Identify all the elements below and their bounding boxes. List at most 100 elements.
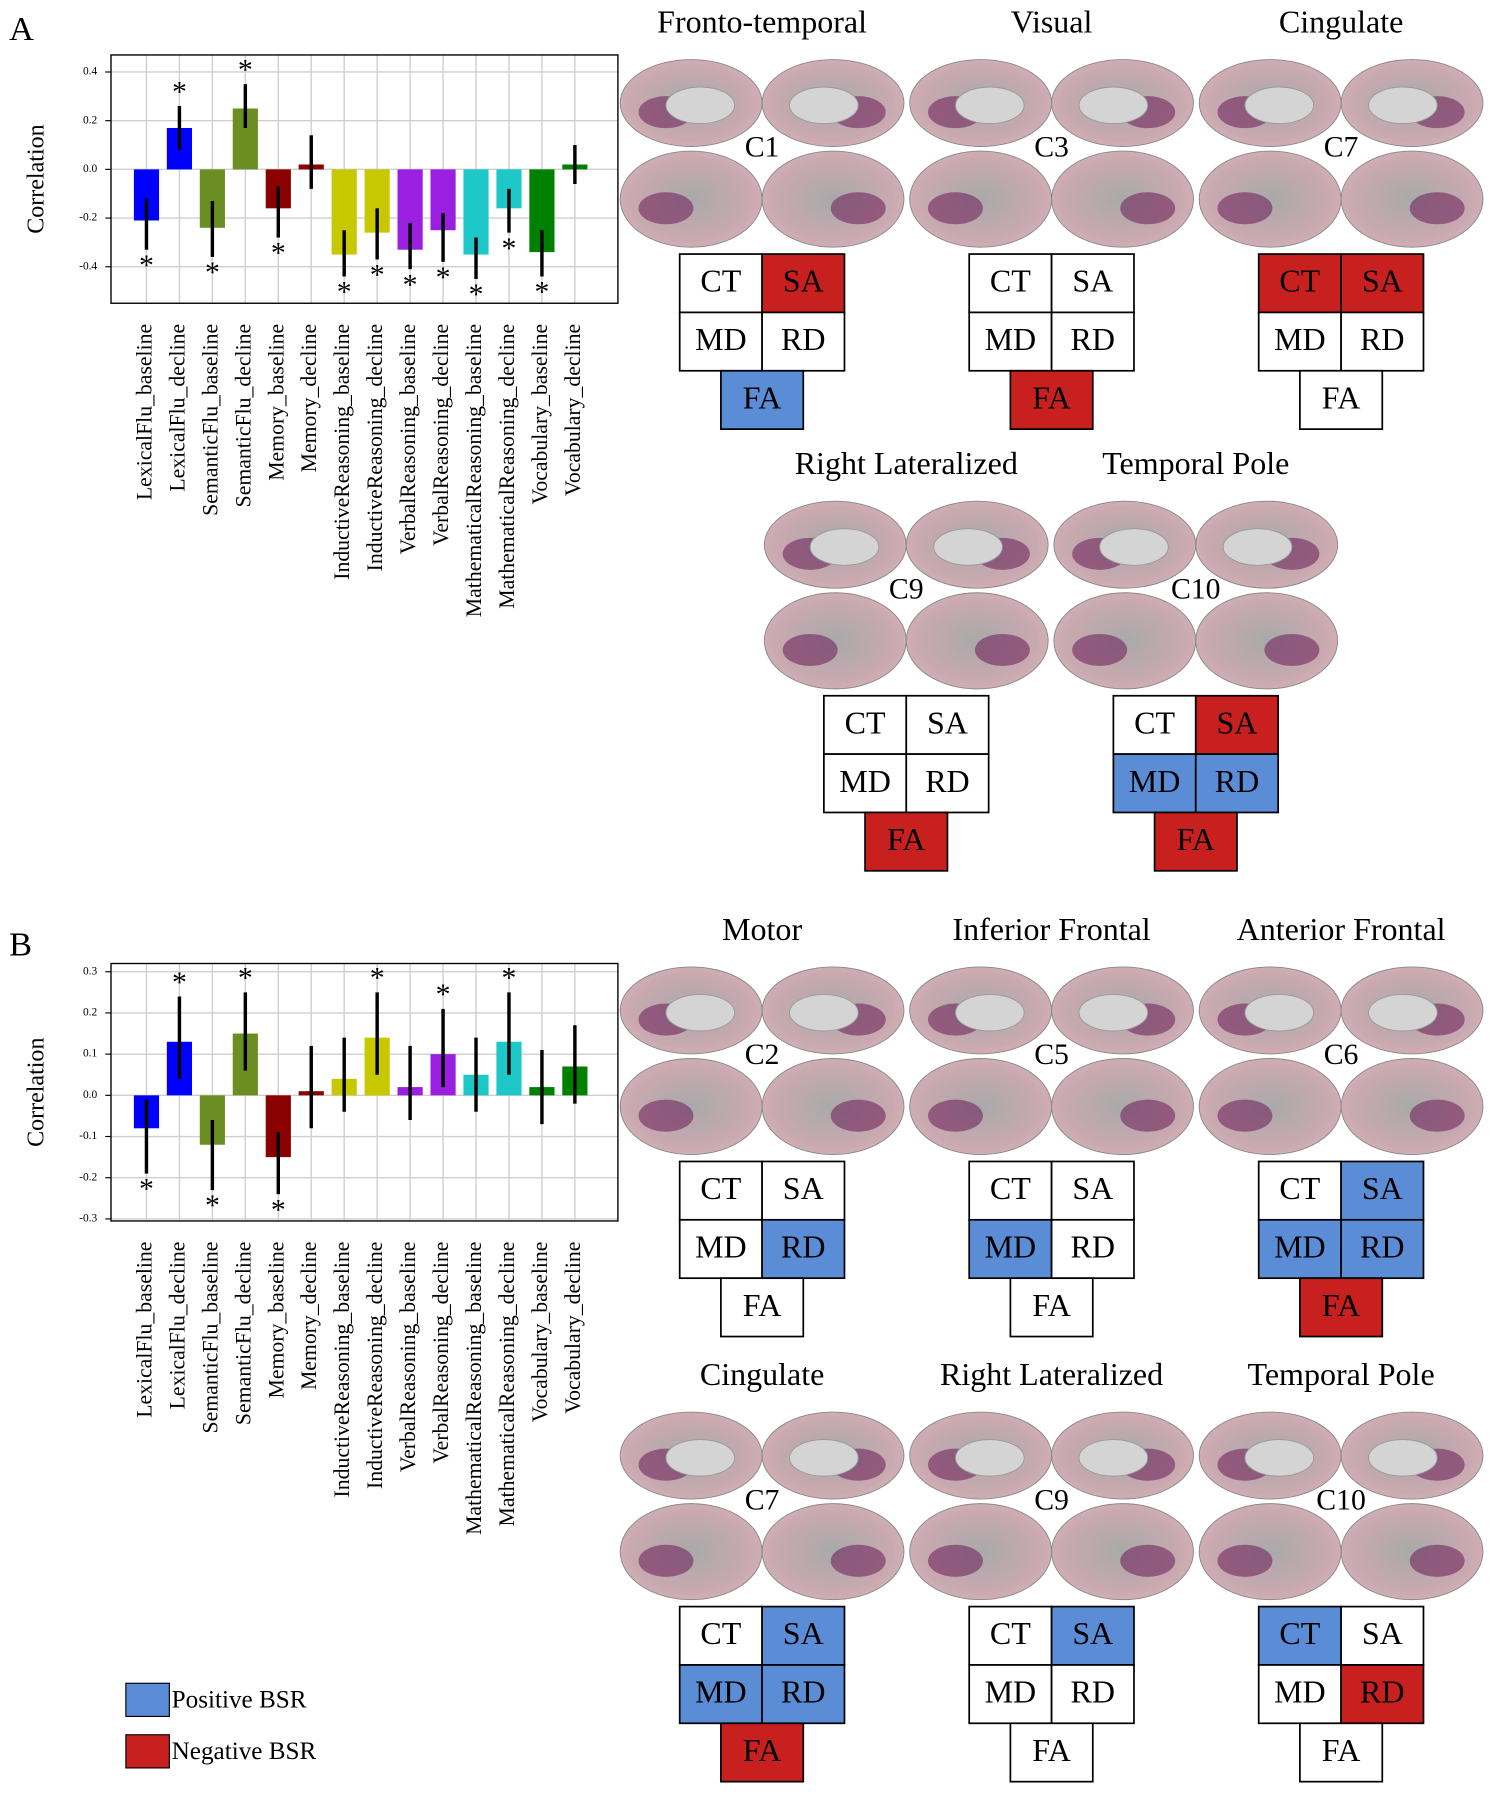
x-tick-label: SemanticFlu_decline bbox=[231, 1242, 255, 1425]
x-tick-label: InductiveReasoning_baseline bbox=[330, 1242, 354, 1498]
component-label: C5 bbox=[1034, 1038, 1069, 1071]
brain-medial-wall bbox=[665, 86, 736, 125]
component-title: Right Lateralized bbox=[940, 1356, 1163, 1392]
component-label: C10 bbox=[1316, 1483, 1366, 1516]
x-tick-label: InductiveReasoning_decline bbox=[363, 1242, 387, 1489]
table-cell-text: RD bbox=[1071, 321, 1115, 357]
table-cell-text: FA bbox=[1322, 1287, 1361, 1323]
brain-surface bbox=[1195, 592, 1339, 690]
significance-marker: * bbox=[205, 1189, 220, 1222]
brain-surface bbox=[1051, 1058, 1194, 1156]
y-tick-label: 0.0 bbox=[83, 1089, 98, 1101]
table-cell bbox=[905, 753, 990, 814]
component-title: Anterior Frontal bbox=[1237, 911, 1446, 947]
component: Cingulate C7 CT SA MD RD FA bbox=[1198, 4, 1484, 430]
brain-highlight bbox=[638, 1099, 694, 1132]
component-label: C7 bbox=[745, 1483, 780, 1516]
table-cell bbox=[1009, 369, 1094, 430]
brain-medial-wall bbox=[955, 993, 1025, 1032]
x-tick-label: Memory_baseline bbox=[264, 1242, 288, 1399]
brain-medial-wall bbox=[789, 86, 859, 125]
y-axis-label: Correlation bbox=[23, 124, 49, 233]
table-cell bbox=[1340, 1664, 1425, 1725]
significance-marker: * bbox=[370, 962, 385, 995]
table-cell-text: SA bbox=[1216, 704, 1257, 740]
brain-highlight bbox=[1264, 633, 1320, 666]
significance-marker: * bbox=[205, 256, 220, 289]
component: Cingulate C7 CT SA MD RD FA bbox=[619, 1356, 905, 1783]
table-cell-text: MD bbox=[985, 1228, 1037, 1264]
table-cell bbox=[1194, 753, 1280, 814]
x-tick-label: SemanticFlu_baseline bbox=[198, 324, 222, 516]
table-cell-text: SA bbox=[927, 704, 968, 740]
table-cell-text: FA bbox=[743, 1732, 782, 1768]
table-cell-text: FA bbox=[1032, 1732, 1071, 1768]
x-tick-label: InductiveReasoning_baseline bbox=[330, 324, 354, 580]
brain-surface bbox=[905, 592, 1049, 690]
component-title: Cingulate bbox=[700, 1356, 824, 1392]
brain-highlight bbox=[638, 1544, 694, 1577]
significance-marker: * bbox=[271, 237, 286, 270]
table-cell bbox=[1050, 1605, 1135, 1666]
brain-highlight bbox=[974, 633, 1030, 666]
component: Fronto-temporal C1 CT SA MD RD FA bbox=[619, 4, 905, 430]
brain-surface bbox=[1198, 150, 1342, 248]
table-cell-text: SA bbox=[783, 1615, 824, 1651]
component-title: Temporal Pole bbox=[1102, 445, 1289, 481]
table-cell-text: FA bbox=[1032, 1287, 1071, 1323]
significance-marker: * bbox=[469, 278, 484, 311]
table-cell bbox=[720, 369, 805, 430]
brain-medial-wall bbox=[1244, 993, 1315, 1032]
table-cell bbox=[1257, 253, 1342, 314]
component-label: C7 bbox=[1324, 131, 1359, 164]
significance-marker: * bbox=[337, 276, 352, 309]
brain-surface bbox=[909, 1058, 1053, 1156]
component-label: C9 bbox=[889, 572, 924, 605]
brain-surface bbox=[761, 1058, 905, 1156]
table-cell bbox=[864, 811, 949, 872]
table-cell-text: MD bbox=[985, 321, 1037, 357]
table-cell-text: CT bbox=[845, 704, 886, 740]
brain-medial-wall bbox=[1368, 86, 1438, 125]
y-tick-label: -0.2 bbox=[79, 1171, 97, 1183]
brain-highlight bbox=[830, 192, 886, 225]
brain-surface bbox=[619, 1058, 763, 1156]
table-cell-text: FA bbox=[1176, 821, 1215, 857]
x-tick-label: MathematicalReasoning_baseline bbox=[462, 324, 486, 617]
table-cell bbox=[968, 1160, 1053, 1221]
legend-label: Negative BSR bbox=[172, 1738, 317, 1765]
table-cell-text: CT bbox=[990, 1615, 1031, 1651]
table-cell-text: FA bbox=[743, 379, 782, 415]
brain-highlight bbox=[1409, 1544, 1465, 1577]
x-tick-label: MathematicalReasoning_decline bbox=[495, 1242, 519, 1527]
brain-highlight bbox=[830, 1099, 886, 1132]
brain-medial-wall bbox=[933, 528, 1003, 566]
x-tick-label: LexicalFlu_decline bbox=[165, 1242, 189, 1410]
x-tick-label: VerbalReasoning_decline bbox=[429, 324, 453, 546]
table-cell bbox=[761, 253, 846, 314]
component: Anterior Frontal C6 CT SA MD RD FA bbox=[1198, 911, 1484, 1338]
table-cell-text: FA bbox=[887, 821, 926, 857]
significance-marker: * bbox=[271, 1193, 286, 1226]
brain-medial-wall bbox=[1244, 1439, 1315, 1477]
table-cell bbox=[968, 1664, 1053, 1725]
x-tick-label: LexicalFlu_decline bbox=[165, 324, 189, 492]
table-cell-text: MD bbox=[839, 763, 891, 799]
table-cell-text: SA bbox=[1072, 1170, 1113, 1206]
brain-highlight bbox=[638, 192, 694, 225]
legend-label: Positive BSR bbox=[172, 1686, 307, 1713]
x-tick-label: VerbalReasoning_baseline bbox=[396, 324, 420, 555]
x-tick-label: InductiveReasoning_decline bbox=[363, 324, 387, 571]
component-label: C1 bbox=[745, 131, 780, 164]
table-cell bbox=[1340, 311, 1425, 372]
brain-highlight bbox=[1217, 1099, 1273, 1132]
panel-label: A bbox=[9, 10, 34, 48]
significance-marker: * bbox=[172, 966, 187, 999]
brain-medial-wall bbox=[1099, 528, 1169, 566]
table-cell bbox=[905, 694, 990, 755]
table-cell-text: FA bbox=[1322, 379, 1361, 415]
component: Temporal Pole C10 CT SA MD RD FA bbox=[1198, 1356, 1484, 1783]
